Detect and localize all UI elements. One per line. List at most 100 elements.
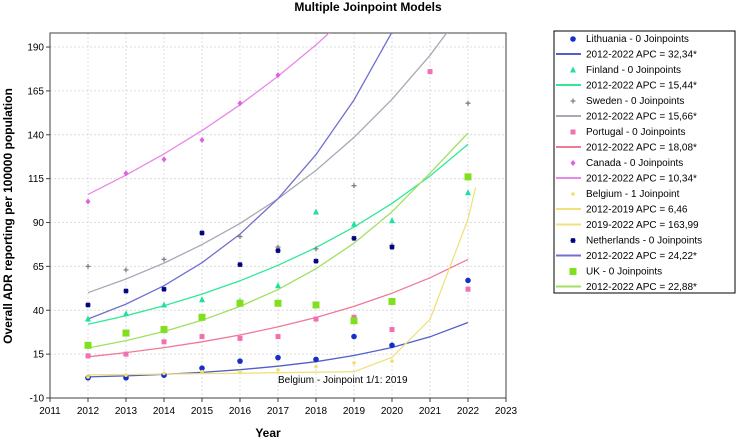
point-plus-2 bbox=[465, 100, 471, 106]
point-square-3 bbox=[313, 316, 319, 322]
point-dot-5 bbox=[86, 375, 90, 379]
point-diamond-4 bbox=[123, 170, 129, 177]
point-diamond-4 bbox=[161, 156, 167, 163]
legend-fit-label: 2012-2022 APC = 32,34* bbox=[586, 50, 697, 61]
point-square-3 bbox=[199, 334, 205, 340]
point-triangle-1 bbox=[389, 217, 395, 224]
point-diamond-4 bbox=[85, 198, 91, 205]
y-tick-label: -10 bbox=[30, 394, 45, 405]
legend: Lithuania - 0 Joinpoints 2012-2022 APC = … bbox=[553, 30, 736, 294]
legend-fit-label: 2012-2019 APC = 6,46 bbox=[586, 205, 688, 216]
x-tick-label: 2012 bbox=[77, 406, 100, 417]
fit-line-3 bbox=[87, 258, 469, 358]
point-star-6 bbox=[275, 248, 281, 254]
point-circle-0 bbox=[199, 365, 205, 371]
legend-fit-label: 2012-2022 APC = 15,44* bbox=[586, 81, 697, 92]
point-plus-2 bbox=[313, 246, 319, 252]
plot-frame bbox=[49, 32, 507, 399]
point-diamond-4 bbox=[237, 100, 243, 107]
point-triangle-1 bbox=[85, 315, 91, 322]
point-star-6 bbox=[237, 262, 243, 268]
point-diamond-4 bbox=[199, 137, 205, 144]
point-square-3 bbox=[237, 335, 243, 341]
point-bigsquare-7 bbox=[464, 173, 472, 181]
point-square-3 bbox=[465, 286, 471, 292]
legend-series-name: UK - 0 Joinpoints bbox=[586, 267, 662, 278]
legend-marker-0 bbox=[570, 36, 576, 42]
y-tick-label: 115 bbox=[28, 174, 44, 185]
point-bigsquare-7 bbox=[122, 329, 130, 337]
legend-fit-label: 2012-2022 APC = 22,88* bbox=[586, 282, 697, 293]
y-tick-label: 165 bbox=[27, 86, 44, 97]
legend-fit-label-2: 2019-2022 APC = 163,99 bbox=[586, 220, 699, 231]
y-axis-label: Overall ADR reporting per 100000 populat… bbox=[1, 88, 15, 344]
plot-area: 2011 2012 2013 2014 2015 2016 2017 2018 2019 2020… bbox=[27, 32, 518, 417]
x-tick-label: 2018 bbox=[305, 406, 328, 417]
point-square-3 bbox=[85, 353, 91, 359]
x-tick-label: 2015 bbox=[191, 406, 214, 417]
point-square-3 bbox=[427, 69, 433, 75]
x-tick-label: 2021 bbox=[419, 406, 442, 417]
x-tick-label: 2023 bbox=[495, 406, 518, 417]
point-circle-0 bbox=[275, 354, 281, 361]
fit-line-5 bbox=[87, 187, 477, 376]
point-plus-2 bbox=[123, 267, 129, 273]
point-star-6 bbox=[85, 302, 91, 308]
point-bigsquare-7 bbox=[350, 317, 358, 325]
fit-line-7 bbox=[87, 132, 469, 349]
point-circle-0 bbox=[465, 277, 471, 284]
point-triangle-1 bbox=[313, 208, 319, 215]
axes: 2011 2012 2013 2014 2015 2016 2017 2018 2019 2020… bbox=[27, 43, 517, 417]
point-plus-2 bbox=[161, 256, 167, 262]
point-dot-5 bbox=[238, 369, 242, 374]
legend-series-name: Finland - 0 Joinpoints bbox=[586, 65, 681, 76]
point-bigsquare-7 bbox=[84, 341, 92, 349]
point-dot-5 bbox=[276, 368, 280, 372]
point-bigsquare-7 bbox=[160, 326, 168, 334]
point-bigsquare-7 bbox=[198, 313, 206, 321]
point-star-6 bbox=[313, 258, 319, 264]
x-tick-label: 2019 bbox=[343, 406, 366, 417]
y-tick-label: 140 bbox=[27, 130, 44, 141]
point-circle-0 bbox=[313, 356, 319, 363]
y-tick-label: 15 bbox=[33, 350, 45, 361]
legend-series-name: Portugal - 0 Joinpoints bbox=[586, 127, 686, 138]
x-tick-label: 2020 bbox=[381, 406, 404, 417]
chart-title: Multiple Joinpoint Models bbox=[294, 0, 442, 14]
fit-lines bbox=[87, 33, 477, 378]
point-plus-2 bbox=[237, 234, 243, 240]
y-tick-label: 90 bbox=[33, 218, 45, 229]
fit-line-6 bbox=[87, 33, 393, 320]
point-triangle-1 bbox=[199, 296, 205, 303]
point-circle-0 bbox=[237, 358, 243, 364]
y-tick-label: 65 bbox=[33, 262, 45, 273]
point-dot-5 bbox=[200, 369, 204, 374]
legend-marker-5 bbox=[571, 192, 575, 196]
point-bigsquare-7 bbox=[274, 299, 282, 307]
point-dot-5 bbox=[162, 371, 166, 376]
data-points bbox=[84, 69, 472, 381]
point-star-6 bbox=[389, 244, 395, 250]
legend-series-name: Lithuania - 0 Joinpoints bbox=[586, 34, 689, 45]
legend-fit-label: 2012-2022 APC = 24,22* bbox=[586, 251, 697, 262]
legend-fit-label: 2012-2022 APC = 10,34* bbox=[586, 174, 697, 185]
point-bigsquare-7 bbox=[312, 301, 320, 309]
x-axis-label: Year bbox=[255, 426, 281, 440]
point-diamond-4 bbox=[275, 72, 281, 79]
legend-marker-2 bbox=[570, 98, 576, 104]
point-dot-5 bbox=[390, 359, 394, 363]
point-square-3 bbox=[123, 351, 129, 357]
point-circle-0 bbox=[351, 333, 357, 340]
point-bigsquare-7 bbox=[236, 299, 244, 307]
point-square-3 bbox=[351, 314, 357, 320]
legend-series-name: Netherlands - 0 Joinpoints bbox=[586, 236, 702, 247]
x-tick-label: 2013 bbox=[115, 406, 138, 417]
point-triangle-1 bbox=[465, 189, 471, 196]
joinpoint-annotation: Belgium - Joinpoint 1/1: 2019 bbox=[278, 375, 408, 386]
point-plus-2 bbox=[85, 263, 91, 269]
legend-series-name: Canada - 0 Joinpoints bbox=[586, 158, 683, 169]
x-tick-label: 2022 bbox=[457, 406, 480, 417]
point-dot-5 bbox=[352, 361, 356, 365]
point-star-6 bbox=[351, 235, 357, 241]
